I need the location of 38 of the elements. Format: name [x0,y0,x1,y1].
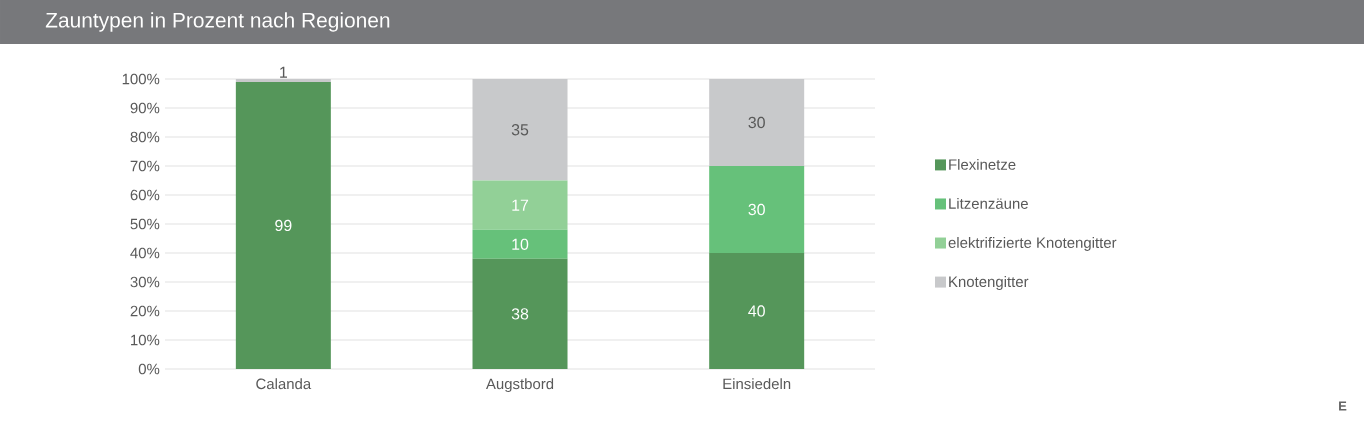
y-tick-label: 70% [130,160,160,172]
data-label: 17 [512,199,529,211]
x-tick-label: Calanda [256,378,312,390]
legend-label: elektrifizierte Knotengitter [948,236,1117,251]
bar [709,79,805,166]
data-label: 35 [511,124,529,136]
y-tick-label: 10% [131,334,160,346]
y-tick-label: 0% [138,363,160,375]
legend-label: Litzenzäune [949,197,1028,209]
bar [472,79,568,181]
data-label: 30 [748,203,765,216]
y-tick-label: 40% [130,247,160,259]
data-label: 10 [512,238,529,250]
y-tick-label: 60% [130,189,160,201]
bar [235,79,331,82]
bar [472,180,568,230]
bar [709,253,805,369]
x-tick-label: Augstbord [485,378,554,393]
y-tick-label: 50% [130,218,160,230]
bar [472,229,568,259]
data-label: 99 [275,219,292,232]
bar [709,166,805,253]
y-tick-label: 30% [130,276,160,288]
legend-label: Flexinetze [949,158,1016,170]
chart-title: Zauntypen in Prozent nach Regionen [45,12,390,32]
y-tick-label: 100% [122,73,160,85]
x-tick-label: Einsiedeln [723,378,791,390]
data-label: 1 [280,66,287,78]
y-tick-label: 90% [130,102,160,114]
legend-label: Knotengitter [949,276,1029,290]
data-label: 38 [511,308,529,320]
text: E [1339,401,1347,411]
y-tick-label: 20% [130,305,160,317]
bar [472,258,568,369]
data-label: 30 [748,116,765,129]
data-label: 40 [748,305,765,317]
bar [235,81,331,369]
y-tick-label: 80% [130,131,160,143]
